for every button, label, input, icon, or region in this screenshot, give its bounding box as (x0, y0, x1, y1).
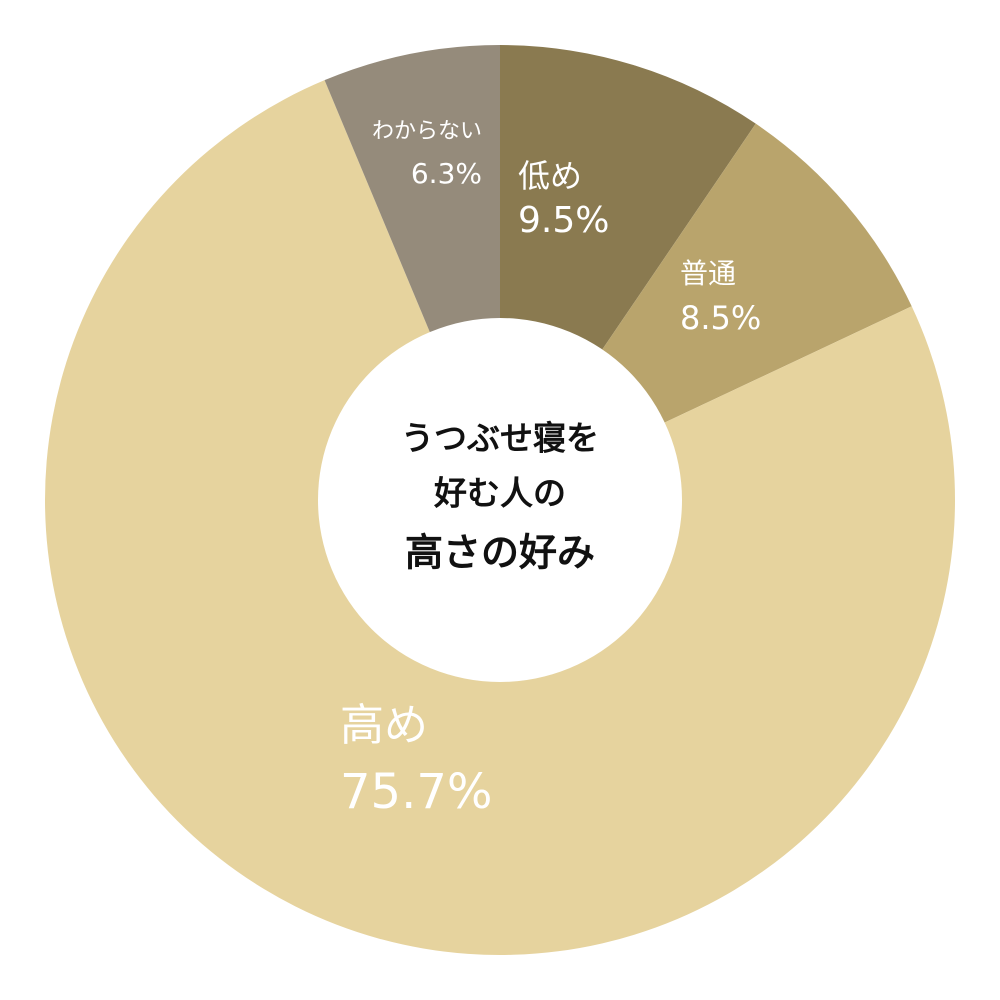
center-label: 高さの好み (405, 531, 595, 575)
value-label: 8.5% (680, 299, 761, 337)
center-label: 好む人の (433, 474, 566, 513)
value-label: 75.7% (340, 764, 492, 820)
slice-label: 高め (340, 700, 428, 751)
slice-label: 低め (518, 157, 582, 195)
value-label: 9.5% (518, 200, 609, 241)
center-label: うつぶせ寝を (401, 419, 599, 458)
slice-label: 普通 (680, 257, 736, 290)
donut-hole (318, 318, 682, 682)
value-label: 6.3% (411, 157, 482, 190)
slice-label: わからない (372, 119, 482, 144)
